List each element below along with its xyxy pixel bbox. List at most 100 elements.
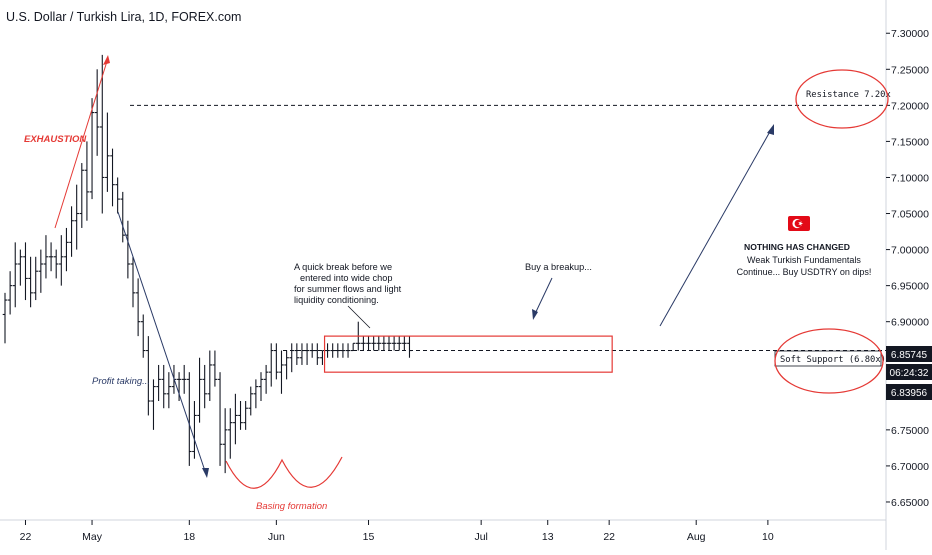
ohlc-bar [202,364,207,409]
profit-taking-label: Profit taking... [92,376,150,387]
ohlc-bar [248,386,254,416]
ohlc-bar [279,350,284,394]
ohlc-bar [207,350,213,402]
ohlc-bar [361,336,366,351]
buy-breakup-arrow [533,277,553,317]
ohlc-bar [402,336,407,351]
y-tick-label: 7.05000 [891,209,929,221]
ohlc-bar [284,350,289,380]
ohlc-bar [23,242,28,301]
ohlc-bar [69,206,74,257]
ohlc-bar [176,372,182,402]
turkey-flag-icon [788,216,810,231]
exhaustion-label: EXHAUSTION [24,134,87,145]
x-axis-ticks: 22 May 18 Jun 15 Jul 13 22 Aug 10 [20,520,774,543]
y-tick-label: 7.25000 [891,64,929,76]
ohlc-bar [79,163,85,228]
last-price-text: 6.85745 [891,350,928,361]
y-tick-label: 6.70000 [891,461,929,473]
ohlc-bar [396,336,402,351]
nothing-changed-label: NOTHING HAS CHANGED [744,242,850,252]
exhaustion-arrowhead [103,55,110,65]
ohlc-bar [166,372,172,409]
ohlc-bar [391,336,397,351]
ohlc-bar [59,235,64,286]
resistance-ellipse [795,69,889,129]
y-tick-label: 7.30000 [891,28,929,40]
ohlc-bar [84,141,90,221]
countdown-tag [886,364,932,380]
ohlc-bar [12,242,18,308]
ohlc-bar [386,336,392,351]
x-tick-label: Jun [268,531,285,543]
ohlc-bar [156,364,161,402]
ohlc-bar [38,249,44,293]
quick-break-pointer [347,305,371,329]
y-tick-label: 6.75000 [891,425,929,437]
soft-support-ellipse [774,328,884,394]
buy-breakup-arrowhead [532,309,538,320]
ohlc-bar [151,379,156,430]
quick-break-line-1: A quick break before we [294,262,392,272]
resistance-label: Resistance 7.20x [806,90,891,100]
buy-breakup-label: Buy a breakup... [525,262,592,272]
ohlc-bar [243,401,248,430]
exhaustion-arrow [54,57,109,229]
chart-title: U.S. Dollar / Turkish Lira, 1D, FOREX.co… [6,10,241,24]
ohlc-bar [197,357,202,423]
x-tick-label: 18 [183,531,195,543]
y-tick-label: 6.90000 [891,317,929,329]
ohlc-bar [371,336,376,351]
ohlc-bar [146,336,151,416]
last-price-tag [886,346,932,362]
x-tick-label: Aug [687,531,706,543]
quick-break-line-4: liquidity conditioning. [294,295,379,305]
x-tick-label: 22 [603,531,615,543]
ohlc-bar [350,342,356,352]
profit-taking-arrow [117,211,207,475]
x-tick-label: 15 [363,531,375,543]
ohlc-bar [268,343,274,387]
ohlc-bar [99,54,105,214]
ohlc-bar [33,256,39,301]
ohlc-bar [238,401,243,430]
x-tick-label: 22 [20,531,32,543]
ohlc-bar [94,69,100,156]
ohlc-bar [53,249,59,279]
ohlc-bar [253,379,259,409]
profit-taking-arrowhead [202,468,209,478]
x-tick-label: May [82,531,103,543]
basing-formation-curve [225,456,343,489]
ohlc-bar [181,364,187,394]
weak-fundamentals-line-2: Continue... Buy USDTRY on dips! [737,267,872,277]
ohlc-bar [140,314,146,358]
y-tick-label: 6.65000 [891,497,929,509]
y-tick-label: 7.20000 [891,100,929,112]
y-tick-label: 6.95000 [891,281,929,293]
ohlc-bar [115,177,120,214]
ohlc-bar [43,235,49,279]
ohlc-bars [2,54,412,474]
ohlc-bar [18,249,23,286]
ohlc-bar [28,256,33,308]
basing-formation-label: Basing formation [256,501,327,512]
ohlc-bar [161,364,167,409]
ohlc-bar [299,343,305,365]
ohlc-bar [366,336,371,351]
soft-support-label: Soft Support (6.80x) [780,355,886,365]
ohlc-bar [222,408,228,474]
range-box [323,335,613,373]
ohlc-bar [227,408,233,459]
countdown-text: 06:24:32 [890,368,929,379]
upside-target-arrow [659,127,773,327]
weak-fundamentals-line-1: Weak Turkish Fundamentals [747,255,861,265]
x-tick-label: 10 [762,531,774,543]
low-price-text: 6.83956 [891,388,928,399]
ohlc-bar [263,364,269,394]
ohlc-bar [274,343,279,380]
y-tick-label: 7.15000 [891,136,929,148]
ohlc-bar [192,401,197,459]
ohlc-bar [110,148,115,207]
x-tick-label: 13 [542,531,554,543]
